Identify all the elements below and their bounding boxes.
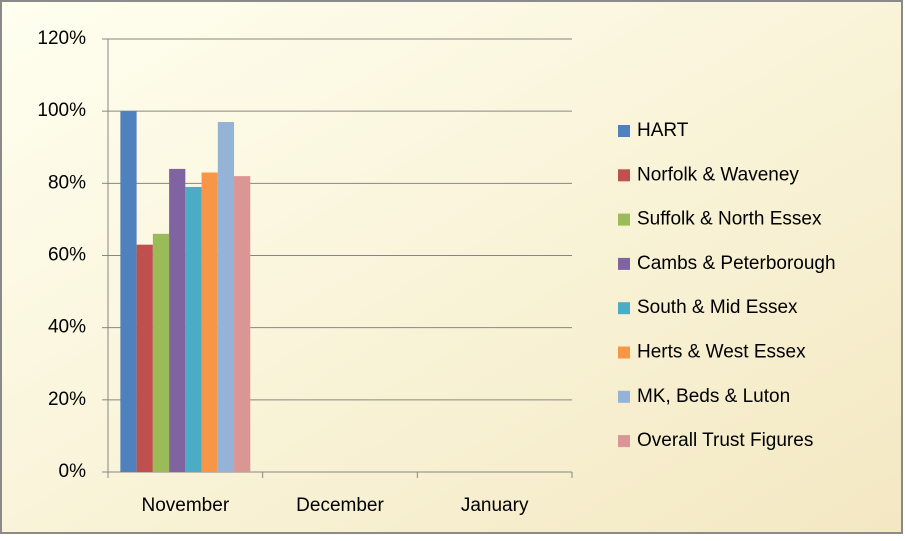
legend-label: Suffolk & North Essex [637, 209, 822, 230]
bar [201, 172, 218, 472]
legend-swatch [618, 213, 630, 226]
bar [185, 186, 202, 473]
y-tick-label: 60% [48, 245, 86, 266]
bar [152, 233, 170, 472]
bar [217, 121, 235, 472]
bar [120, 111, 137, 473]
x-tick-label: January [461, 495, 529, 516]
legend-swatch [618, 346, 630, 359]
y-tick-label: 20% [48, 389, 86, 410]
y-tick-label: 80% [48, 172, 86, 193]
bar [136, 244, 153, 472]
legend-swatch [618, 125, 630, 137]
legend-swatch [618, 169, 630, 182]
x-tick-label: December [296, 495, 384, 516]
legend-swatch [618, 390, 630, 403]
legend-label: Cambs & Peterborough [637, 253, 836, 274]
legend-swatch [618, 435, 630, 448]
legend-label: Overall Trust Figures [637, 430, 813, 451]
y-tick-label: 0% [59, 461, 87, 482]
bar [169, 168, 186, 472]
y-tick-label: 120% [37, 28, 86, 49]
legend-label: HART [637, 120, 689, 141]
legend-label: Norfolk & Waveney [637, 164, 799, 185]
legend-swatch [618, 302, 630, 315]
legend-label: Herts & West Essex [637, 342, 806, 363]
bar [234, 176, 251, 472]
legend-label: South & Mid Essex [637, 297, 798, 318]
y-tick-label: 40% [48, 317, 86, 338]
y-tick-label: 100% [37, 100, 86, 121]
x-tick-label: November [142, 495, 230, 516]
legend-label: MK, Beds & Luton [637, 386, 790, 407]
legend-swatch [618, 257, 630, 270]
